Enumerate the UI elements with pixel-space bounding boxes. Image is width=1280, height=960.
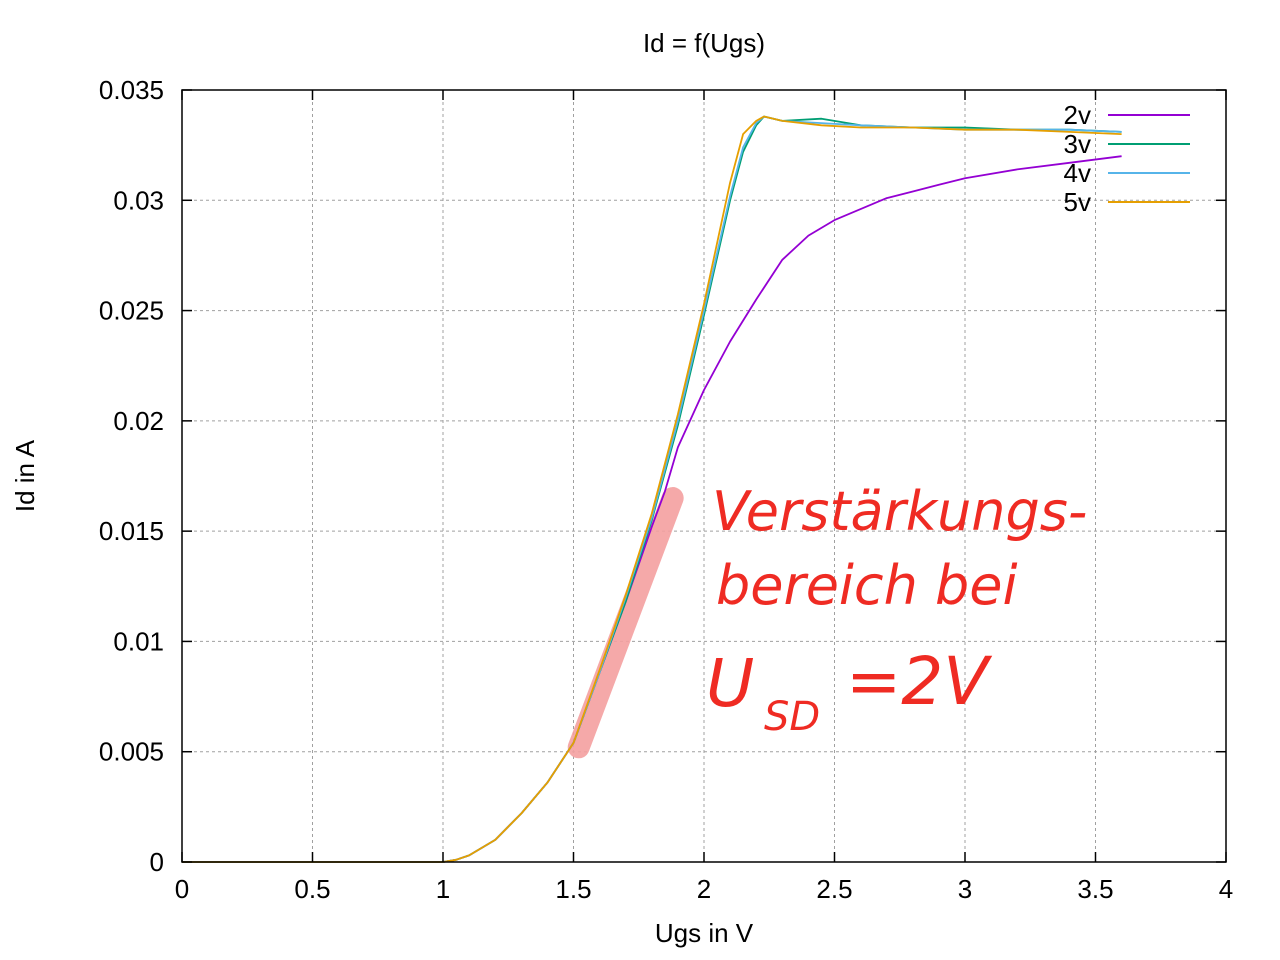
handwriting-line-1: Verstärkungs-	[712, 480, 1087, 543]
x-tick-label: 1.5	[555, 874, 591, 904]
x-tick-label: 0	[175, 874, 189, 904]
x-tick-label: 3.5	[1077, 874, 1113, 904]
y-tick-label: 0.01	[113, 626, 164, 656]
highlight-band	[567, 487, 684, 759]
grid-layer	[182, 90, 1226, 862]
x-tick-label: 2.5	[816, 874, 852, 904]
legend-label-5v: 5v	[1064, 187, 1091, 217]
y-tick-label: 0.02	[113, 406, 164, 436]
x-tick-label: 4	[1219, 874, 1233, 904]
legend-label-2v: 2v	[1064, 100, 1091, 130]
legend-label-4v: 4v	[1064, 158, 1091, 188]
x-tick-label: 3	[958, 874, 972, 904]
y-axis-label: Id in A	[10, 439, 40, 512]
y-tick-label: 0.015	[99, 516, 164, 546]
handwritten-annotation: Verstärkungs- bereich bei U SD =2V	[706, 480, 1087, 740]
x-tick-label: 2	[697, 874, 711, 904]
y-tick-label: 0.005	[99, 737, 164, 767]
y-tick-label: 0.035	[99, 75, 164, 105]
handwriting-value: =2V	[846, 643, 992, 720]
y-tick-label: 0	[150, 847, 164, 877]
handwriting-line-2: bereich bei	[716, 554, 1018, 617]
x-tick-label: 1	[436, 874, 450, 904]
handwriting-subscript: SD	[764, 694, 820, 740]
highlight-layer	[567, 487, 684, 759]
y-tick-label: 0.025	[99, 296, 164, 326]
x-axis-label: Ugs in V	[655, 918, 754, 948]
series-layer	[182, 115, 1122, 863]
handwriting-u: U	[706, 645, 754, 722]
legend-label-3v: 3v	[1064, 129, 1091, 159]
tick-layer: 0 0.5 1 1.5 2 2.5 3 3.5 4 0 0.005 0.01 0.015 0.02 0.02…	[99, 75, 1233, 904]
chart-title: Id = f(Ugs)	[643, 28, 765, 58]
x-tick-label: 0.5	[294, 874, 330, 904]
series-line-5v	[182, 115, 1122, 863]
y-tick-label: 0.03	[113, 185, 164, 215]
